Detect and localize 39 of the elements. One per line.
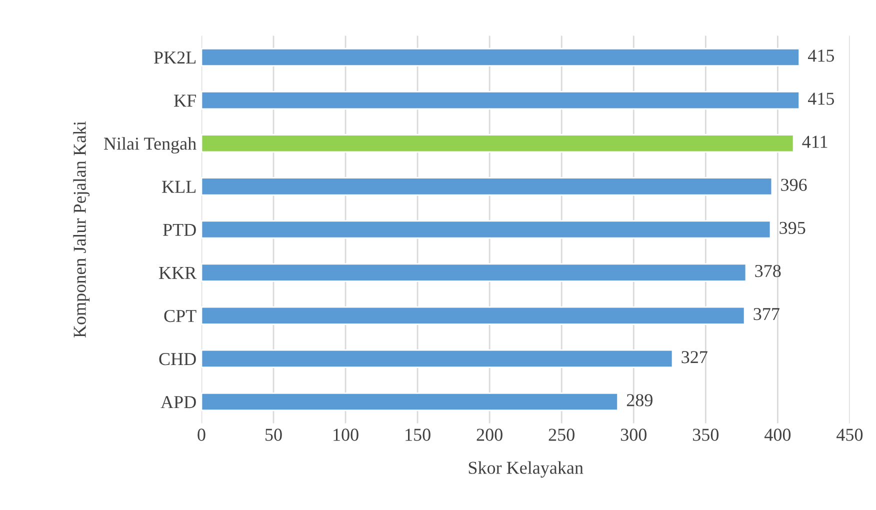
data-label: 289 — [626, 394, 652, 406]
y-tick-label: PK2L — [154, 52, 196, 64]
data-label: 395 — [780, 222, 806, 234]
x-axis-title: Skor Kelayakan — [468, 461, 584, 478]
bar — [201, 392, 618, 412]
bar — [201, 48, 800, 67]
y-tick-label: CHD — [159, 353, 196, 366]
x-tick-label: 50 — [266, 428, 282, 441]
x-tick-label: 0 — [198, 428, 206, 441]
bar — [201, 177, 773, 196]
y-axis-title: Komponen Jalur Pejalan Kaki — [73, 121, 90, 338]
y-tick-label: PTD — [163, 224, 196, 236]
data-label: 415 — [808, 50, 834, 62]
x-tick-label: 100 — [334, 428, 358, 441]
data-label: 411 — [802, 136, 828, 148]
bar — [201, 90, 800, 110]
data-label: 327 — [682, 351, 708, 364]
bar — [201, 220, 772, 239]
x-tick-label: 250 — [548, 428, 574, 441]
y-tick-label: KF — [174, 94, 196, 107]
bar — [201, 349, 674, 368]
y-tick-label: Nilai Tengah — [104, 137, 196, 154]
x-tick-label: 300 — [620, 428, 646, 441]
y-tick-label: APD — [160, 396, 196, 408]
x-tick-label: 150 — [406, 428, 430, 441]
data-label: 378 — [755, 264, 781, 278]
bar — [201, 263, 747, 282]
y-tick-label: CPT — [164, 310, 196, 322]
y-tick-label: KKR — [159, 267, 197, 279]
data-label: 377 — [754, 308, 780, 320]
x-tick-label: 200 — [476, 428, 502, 441]
x-tick-label: 450 — [836, 428, 863, 441]
y-tick-label: KLL — [162, 180, 196, 193]
x-tick-label: 400 — [764, 428, 791, 441]
bar — [201, 134, 794, 153]
bar — [201, 306, 746, 325]
data-label: 415 — [808, 92, 834, 105]
data-label: 396 — [781, 178, 807, 191]
x-tick-label: 350 — [692, 428, 719, 441]
